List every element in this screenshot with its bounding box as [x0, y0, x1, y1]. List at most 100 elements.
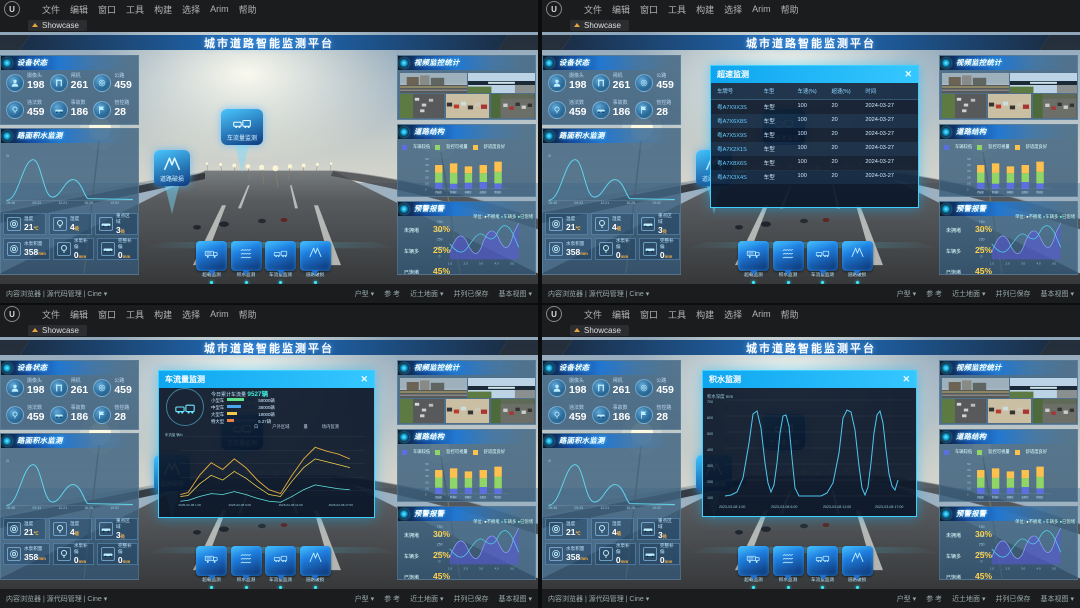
svg-text:3.0: 3.0 [1021, 567, 1025, 571]
svg-text:100: 100 [967, 184, 971, 186]
svg-text:300: 300 [707, 464, 713, 468]
svg-text:新城区: 新城区 [450, 495, 458, 499]
svg-text:2.0: 2.0 [1006, 262, 1010, 266]
svg-text:500: 500 [979, 229, 985, 233]
svg-text:0: 0 [439, 560, 441, 564]
svg-text:2.0: 2.0 [464, 567, 468, 571]
svg-text:2.0: 2.0 [1006, 567, 1010, 571]
svg-text:4.0: 4.0 [495, 567, 499, 571]
svg-text:16:28: 16:28 [84, 506, 93, 510]
svg-text:19:52: 19:52 [110, 201, 119, 205]
svg-text:500: 500 [437, 534, 443, 538]
svg-text:0: 0 [981, 560, 983, 564]
svg-text:0: 0 [548, 153, 550, 158]
svg-text:400: 400 [967, 165, 971, 167]
svg-text:高新区: 高新区 [480, 190, 488, 194]
svg-text:09:33: 09:33 [574, 506, 583, 510]
svg-text:12:21: 12:21 [58, 201, 67, 205]
svg-text:西城区: 西城区 [977, 190, 985, 194]
svg-text:400: 400 [707, 448, 713, 452]
svg-text:750: 750 [437, 220, 443, 224]
svg-text:600: 600 [707, 416, 713, 420]
svg-text:车流量 辆/h: 车流量 辆/h [165, 432, 183, 437]
svg-text:09:33: 09:33 [574, 201, 583, 205]
svg-text:物流区: 物流区 [1036, 190, 1044, 194]
svg-text:300: 300 [967, 476, 971, 478]
svg-text:200: 200 [967, 482, 971, 484]
svg-text:高新区: 高新区 [1022, 190, 1030, 194]
svg-text:100: 100 [979, 246, 985, 250]
svg-text:西城区: 西城区 [977, 495, 985, 499]
svg-text:500: 500 [425, 159, 429, 161]
svg-text:西城区: 西城区 [435, 190, 443, 194]
svg-text:科教区: 科教区 [1007, 495, 1015, 499]
svg-text:200: 200 [425, 482, 429, 484]
svg-text:0: 0 [967, 190, 969, 192]
svg-text:300: 300 [425, 171, 429, 173]
svg-text:100: 100 [707, 496, 713, 500]
svg-text:2.0: 2.0 [464, 262, 468, 266]
svg-text:4.0: 4.0 [1037, 262, 1041, 266]
svg-text:2025-02-08 6:00: 2025-02-08 6:00 [228, 503, 251, 507]
svg-text:2023-03-08 6:00: 2023-03-08 6:00 [771, 505, 797, 509]
svg-text:400: 400 [967, 470, 971, 472]
svg-text:5.0: 5.0 [1052, 262, 1056, 266]
svg-text:16:28: 16:28 [84, 201, 93, 205]
svg-text:3.0: 3.0 [479, 262, 483, 266]
svg-text:400: 400 [425, 165, 429, 167]
svg-text:物流区: 物流区 [494, 495, 502, 499]
svg-text:科教区: 科教区 [1007, 190, 1015, 194]
svg-text:500: 500 [437, 229, 443, 233]
svg-text:4.0: 4.0 [495, 262, 499, 266]
svg-text:4.0: 4.0 [1037, 567, 1041, 571]
svg-text:200: 200 [425, 177, 429, 179]
svg-text:100: 100 [967, 489, 971, 491]
svg-text:750: 750 [437, 525, 443, 529]
svg-text:2023-03-08 11:00: 2023-03-08 11:00 [823, 505, 851, 509]
svg-text:300: 300 [425, 476, 429, 478]
svg-text:100: 100 [425, 489, 429, 491]
svg-text:100: 100 [425, 184, 429, 186]
svg-text:物流区: 物流区 [1036, 495, 1044, 499]
svg-text:05:48: 05:48 [6, 201, 15, 205]
svg-text:1.0: 1.0 [448, 567, 452, 571]
svg-text:16:28: 16:28 [626, 201, 635, 205]
svg-text:5.0: 5.0 [510, 567, 514, 571]
svg-text:500: 500 [425, 464, 429, 466]
svg-text:500: 500 [707, 432, 713, 436]
svg-text:05:48: 05:48 [548, 506, 557, 510]
svg-text:0: 0 [981, 255, 983, 259]
svg-text:100: 100 [979, 551, 985, 555]
svg-text:05:48: 05:48 [6, 506, 15, 510]
svg-text:2025-02-08 11:00: 2025-02-08 11:00 [279, 503, 303, 507]
svg-text:0: 0 [439, 255, 441, 259]
svg-text:19:52: 19:52 [652, 506, 661, 510]
svg-text:16:28: 16:28 [626, 506, 635, 510]
svg-text:科教区: 科教区 [465, 190, 473, 194]
svg-text:250: 250 [437, 237, 443, 241]
svg-text:3.0: 3.0 [479, 567, 483, 571]
svg-text:1.0: 1.0 [448, 262, 452, 266]
svg-text:200: 200 [707, 480, 713, 484]
svg-text:750: 750 [979, 220, 985, 224]
svg-text:新城区: 新城区 [450, 190, 458, 194]
svg-text:5.0: 5.0 [1052, 567, 1056, 571]
svg-text:新城区: 新城区 [992, 190, 1000, 194]
svg-text:新城区: 新城区 [992, 495, 1000, 499]
svg-text:19:52: 19:52 [110, 506, 119, 510]
svg-text:750: 750 [979, 525, 985, 529]
svg-text:高新区: 高新区 [1022, 495, 1030, 499]
svg-text:100: 100 [437, 246, 443, 250]
svg-text:2025-02-08 17:00: 2025-02-08 17:00 [329, 503, 354, 507]
svg-text:0: 0 [425, 190, 427, 192]
svg-text:0: 0 [425, 495, 427, 497]
svg-text:12:21: 12:21 [58, 506, 67, 510]
svg-text:科教区: 科教区 [465, 495, 473, 499]
svg-text:12:21: 12:21 [600, 506, 609, 510]
svg-text:2023-03-08 17:00: 2023-03-08 17:00 [875, 505, 903, 509]
svg-text:250: 250 [979, 542, 985, 546]
svg-text:0: 0 [6, 153, 8, 158]
svg-text:500: 500 [967, 159, 971, 161]
svg-text:1.0: 1.0 [990, 262, 994, 266]
svg-text:500: 500 [967, 464, 971, 466]
